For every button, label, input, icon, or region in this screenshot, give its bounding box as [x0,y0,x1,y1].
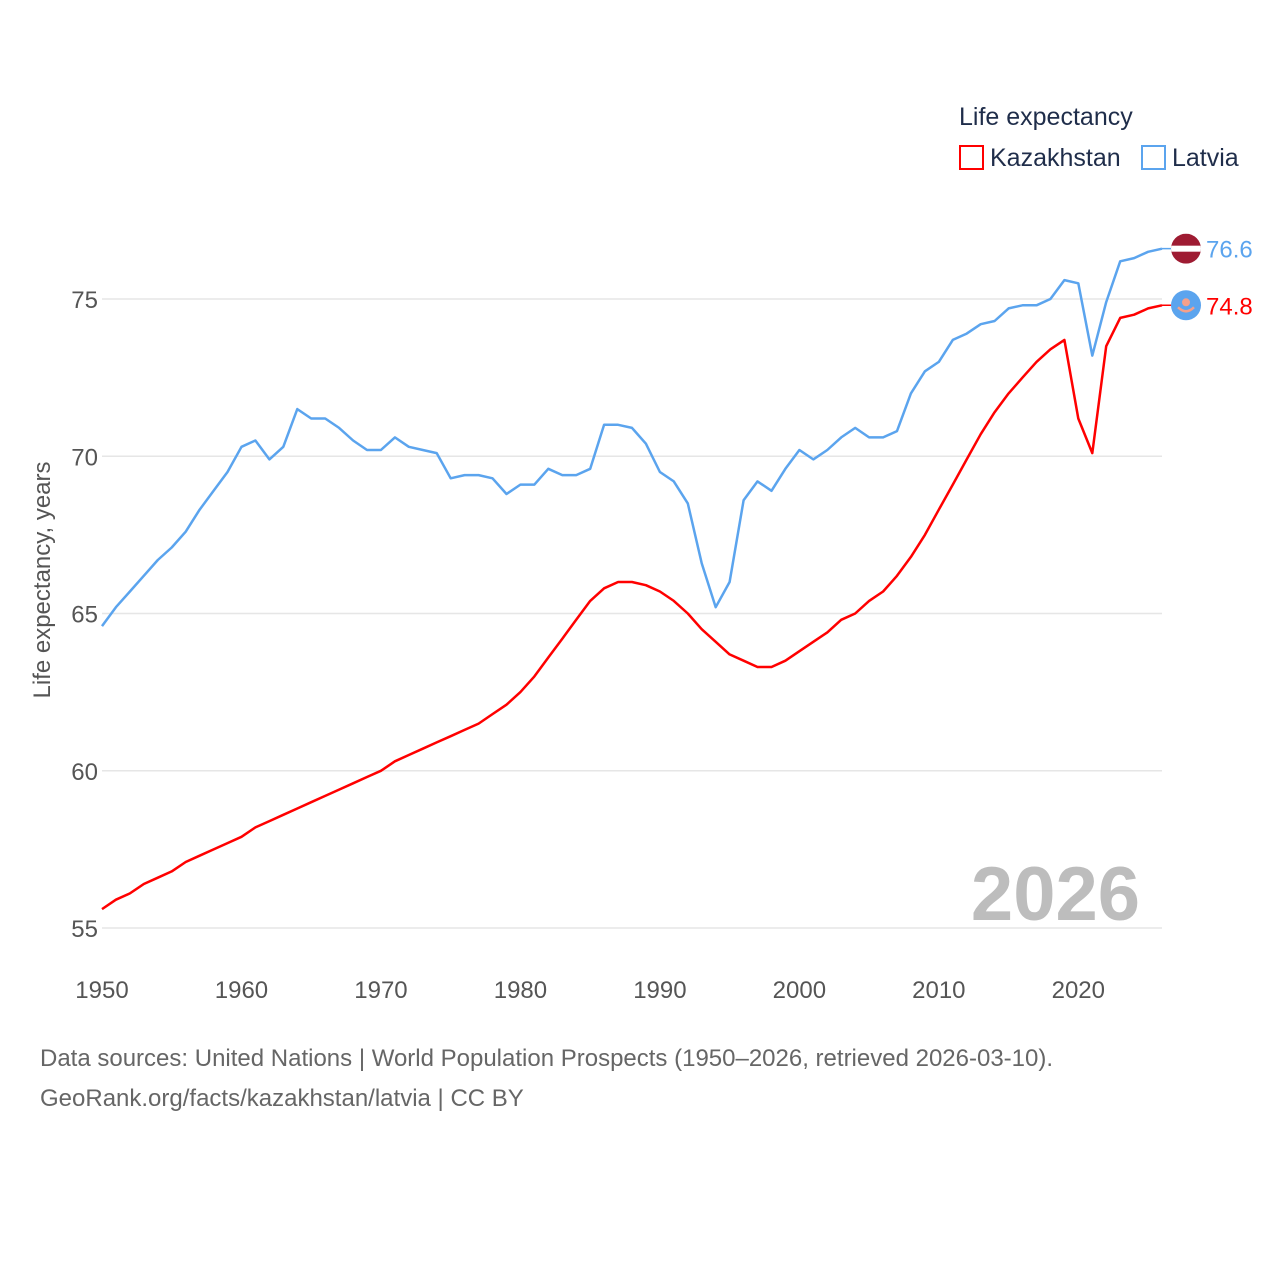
x-tick-label: 1970 [354,977,407,1004]
legend-item-kazakhstan[interactable]: Kazakhstan [990,144,1121,172]
series-lines [100,247,1163,911]
series-line-kazakhstan [101,304,1163,911]
end-value-label: 74.8 [1206,293,1253,320]
x-tick-label: 1990 [633,977,686,1004]
legend-swatch [1141,145,1166,170]
data-sources: Data sources: United Nations | World Pop… [40,1045,1054,1072]
end-value-label: 76.6 [1206,237,1253,264]
series-line-latvia [100,247,1163,627]
legend-title: Life expectancy [959,103,1133,131]
gridlines [102,298,1162,929]
x-tick-label: 2020 [1052,977,1105,1004]
x-tick-label: 1980 [494,977,547,1004]
legend: Kazakhstan Latvia [959,144,1239,172]
x-tick-label: 1950 [75,977,128,1004]
y-tick-label: 65 [71,602,98,629]
y-tick-label: 70 [71,444,98,471]
y-tick-label: 60 [71,759,98,786]
legend-swatch [959,145,984,170]
x-tick-label: 2010 [912,977,965,1004]
x-tick-label: 2000 [773,977,826,1004]
x-tick-label: 1960 [215,977,268,1004]
y-tick-label: 75 [71,287,98,314]
legend-item-latvia[interactable]: Latvia [1172,144,1239,172]
kazakhstan-flag-icon [1171,290,1201,321]
y-tick-label: 55 [71,916,98,943]
x-axis: 1950 1960 1970 1980 1990 2000 2010 2020 [75,977,1105,1004]
y-axis: 55 60 65 70 75 [71,287,98,943]
credit-link[interactable]: GeoRank.org/facts/kazakhstan/latvia | CC… [40,1085,524,1112]
latvia-flag-icon [1171,233,1201,264]
end-labels: 74.8 76.6 [1162,233,1253,321]
current-year-watermark: 2026 [971,852,1140,937]
y-axis-label: Life expectancy, years [29,461,56,698]
